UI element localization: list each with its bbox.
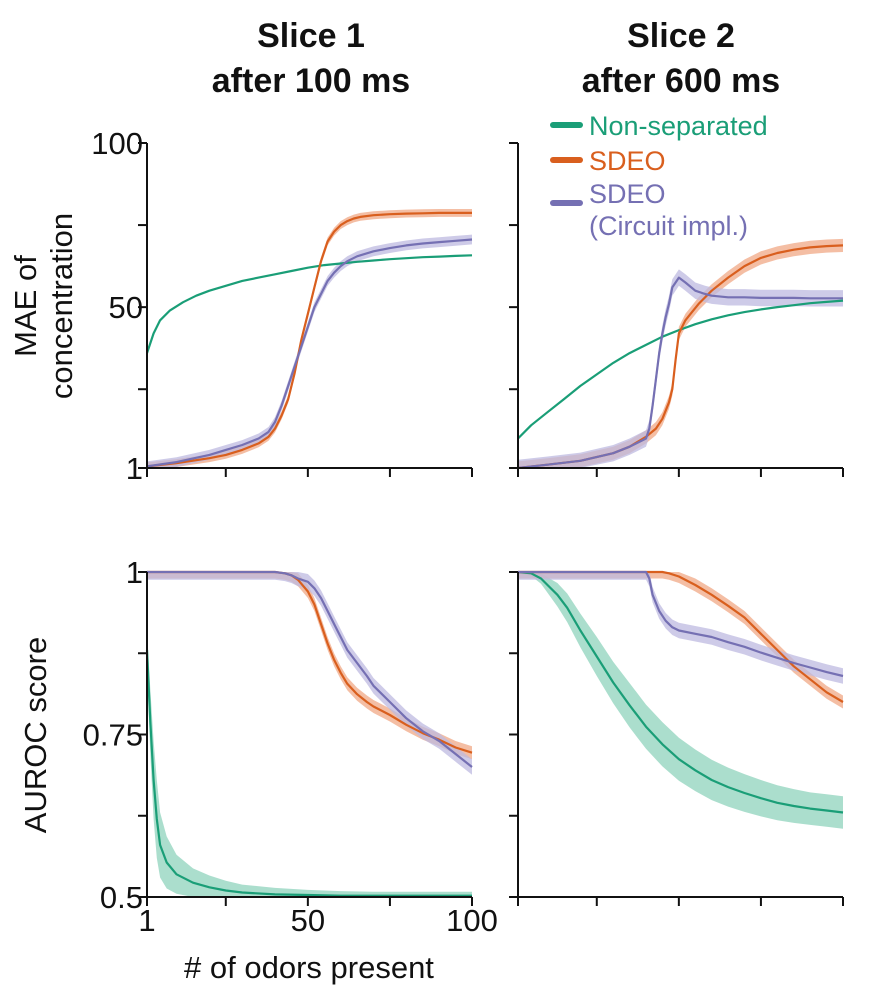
band-circuit bbox=[147, 572, 472, 775]
panel-mae-slice1: 1 50 100 bbox=[91, 126, 473, 486]
x-tick-label: 50 bbox=[291, 903, 325, 938]
series-line-nonseparated bbox=[517, 570, 844, 814]
y-tick-label: 1 bbox=[126, 451, 143, 486]
mae-ylabel-line2: concentration bbox=[44, 213, 79, 399]
col2-title-line1: Slice 2 bbox=[627, 17, 735, 55]
band-sdeo bbox=[147, 572, 472, 760]
series-line-nonseparated bbox=[145, 254, 473, 354]
x-tick-label: 100 bbox=[446, 903, 498, 938]
band-circuit bbox=[147, 234, 472, 468]
legend-label-sdeo: SDEO bbox=[589, 146, 666, 176]
band-circuit bbox=[518, 269, 843, 468]
y-tick-label: 1 bbox=[126, 555, 143, 590]
legend: Non-separated SDEO SDEO (Circuit impl.) bbox=[550, 111, 768, 241]
series-line-circuit bbox=[517, 276, 843, 470]
series-line-nonseparated bbox=[145, 649, 472, 897]
mae-ylabel-line1: MAE of bbox=[8, 255, 43, 357]
legend-label-circuit-line2: (Circuit impl.) bbox=[589, 211, 748, 241]
series-line-sdeo bbox=[146, 211, 472, 468]
y-tick-label: 100 bbox=[91, 126, 143, 161]
legend-label-nonseparated: Non-separated bbox=[589, 111, 768, 141]
col1-title-line2: after 100 ms bbox=[212, 62, 410, 100]
band-nonseparated bbox=[147, 630, 472, 897]
y-tick-label: 0.75 bbox=[83, 718, 143, 753]
band-sdeo bbox=[518, 572, 843, 709]
series-line-circuit bbox=[518, 570, 844, 678]
legend-label-circuit: SDEO bbox=[589, 179, 666, 209]
band-nonseparated bbox=[518, 572, 843, 829]
y-tick-label: 0.5 bbox=[100, 880, 143, 915]
x-axis-label: # of odors present bbox=[184, 950, 434, 985]
series-line-nonseparated bbox=[517, 299, 844, 440]
series-line-circuit bbox=[147, 570, 473, 768]
auroc-ylabel: AUROC score bbox=[18, 637, 53, 833]
series-line-circuit bbox=[146, 238, 473, 468]
panel-auroc-slice2 bbox=[509, 570, 844, 906]
panel-auroc-slice1: 0.5 0.75 1 1 50 100 bbox=[83, 555, 498, 938]
band-circuit bbox=[518, 572, 843, 684]
panel-mae-slice2 bbox=[509, 142, 844, 477]
col1-title-line1: Slice 1 bbox=[257, 17, 365, 55]
x-tick-label: 1 bbox=[138, 903, 155, 938]
y-tick-label: 50 bbox=[109, 290, 143, 325]
col2-title-line2: after 600 ms bbox=[582, 62, 780, 100]
